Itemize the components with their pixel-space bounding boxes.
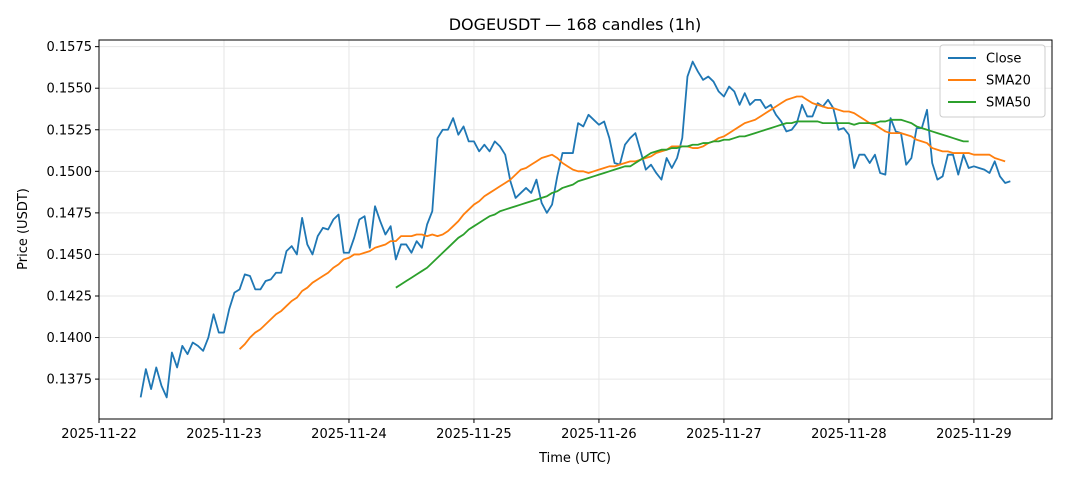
x-tick-label: 2025-11-29 <box>936 427 1012 442</box>
series-line-sma20 <box>238 95 1006 350</box>
y-tick-label: 0.1475 <box>47 206 93 221</box>
x-tick-label: 2025-11-22 <box>61 427 137 442</box>
legend-label: SMA20 <box>986 74 1031 89</box>
x-tick-label: 2025-11-24 <box>311 427 387 442</box>
x-tick-label: 2025-11-25 <box>436 427 512 442</box>
plot-frame <box>98 39 1053 420</box>
y-tick-label: 0.1550 <box>47 82 93 97</box>
y-axis-title: Price (USDT) <box>16 188 31 270</box>
y-tick-label: 0.1375 <box>47 373 93 388</box>
legend-box <box>939 44 1046 118</box>
series-line-close <box>139 60 1011 399</box>
x-axis: 2025-11-22 2025-11-23 2025-11-24 2025-11-25… <box>61 419 1012 442</box>
y-tick-label: 0.1450 <box>47 248 93 263</box>
y-tick-label: 0.1425 <box>47 289 93 304</box>
y-axis: 0.1375 0.1400 0.1425 0.1450 0.1475 0.1500 0.15… <box>47 40 99 388</box>
x-tick-label: 2025-11-23 <box>186 427 262 442</box>
x-tick-label: 2025-11-27 <box>686 427 762 442</box>
y-tick-label: 0.1400 <box>47 331 93 346</box>
x-axis-title: Time (UTC) <box>538 451 611 466</box>
y-tick-label: 0.1575 <box>47 40 93 55</box>
y-tick-label: 0.1500 <box>47 165 93 180</box>
legend-label: Close <box>986 52 1021 67</box>
chart-title: DOGEUSDT — 168 candles (1h) <box>449 15 702 34</box>
legend: Close SMA20 SMA50 <box>939 44 1046 118</box>
x-tick-label: 2025-11-26 <box>561 427 637 442</box>
y-tick-label: 0.1525 <box>47 123 93 138</box>
series-line-sma50 <box>395 118 969 289</box>
legend-label: SMA50 <box>986 96 1031 111</box>
x-tick-label: 2025-11-28 <box>811 427 887 442</box>
series-layer <box>139 60 1011 399</box>
